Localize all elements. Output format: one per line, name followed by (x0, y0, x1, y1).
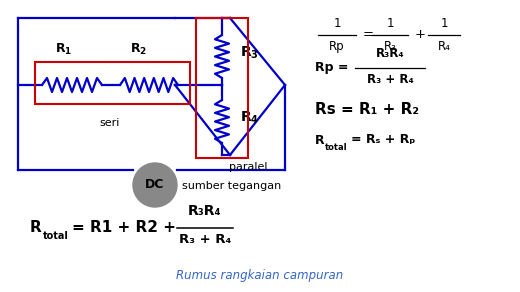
Text: Rp =: Rp = (315, 62, 348, 74)
Text: Rumus rangkaian campuran: Rumus rangkaian campuran (176, 269, 344, 282)
Bar (196, 18, 248, 158)
Text: =: = (362, 29, 373, 41)
Text: +: + (414, 29, 425, 41)
Text: DC: DC (145, 178, 165, 192)
Text: Rs = R₁ + R₂: Rs = R₁ + R₂ (315, 102, 419, 117)
Text: = R1 + R2 +: = R1 + R2 + (72, 220, 176, 236)
Text: $\mathbf{R_2}$: $\mathbf{R_2}$ (130, 42, 147, 57)
Text: total: total (43, 231, 69, 241)
Circle shape (133, 163, 177, 207)
Text: sumber tegangan: sumber tegangan (182, 181, 281, 191)
Text: $\mathbf{R_1}$: $\mathbf{R_1}$ (55, 42, 72, 57)
Text: R₃: R₃ (384, 40, 396, 53)
Text: = Rₛ + Rₚ: = Rₛ + Rₚ (351, 133, 415, 147)
Text: R₃R₄: R₃R₄ (375, 47, 405, 60)
Text: 1: 1 (440, 17, 448, 30)
Text: paralel: paralel (229, 162, 267, 172)
Text: total: total (325, 142, 348, 152)
Text: R: R (315, 133, 324, 147)
Text: $\mathbf{R_4}$: $\mathbf{R_4}$ (240, 110, 259, 126)
Text: seri: seri (100, 118, 120, 128)
Text: 1: 1 (386, 17, 394, 30)
Text: 1: 1 (333, 17, 341, 30)
Text: R₃ + R₄: R₃ + R₄ (179, 233, 231, 246)
Text: Rp: Rp (329, 40, 345, 53)
Text: $\mathbf{R_3}$: $\mathbf{R_3}$ (240, 45, 259, 61)
Bar (35, 62, 190, 104)
Text: R: R (30, 220, 42, 236)
Text: R₃ + R₄: R₃ + R₄ (367, 73, 413, 86)
Text: R₃R₄: R₃R₄ (188, 204, 222, 218)
Text: R₄: R₄ (437, 40, 450, 53)
